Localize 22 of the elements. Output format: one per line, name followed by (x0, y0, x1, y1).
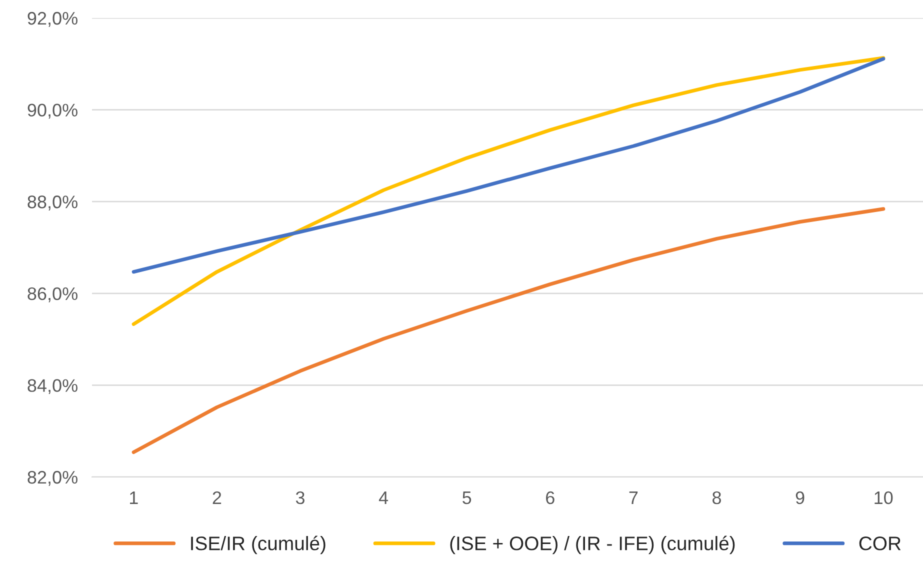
y-tick-label: 86,0% (28, 287, 78, 302)
y-tick-label: 92,0% (28, 12, 78, 27)
y-tick-label: 82,0% (28, 470, 78, 486)
x-tick-label: 8 (712, 491, 721, 504)
x-tick-label: 9 (796, 491, 804, 504)
x-tick-label: 1 (130, 492, 138, 504)
line-series (132, 56, 886, 326)
line-series (132, 207, 886, 454)
x-tick-label: 4 (378, 492, 388, 504)
y-tick-label: 88,0% (28, 196, 78, 210)
legend-label: COR (859, 536, 901, 550)
x-tick-label: 3 (296, 491, 304, 504)
x-tick-label: 10 (874, 491, 893, 504)
x-tick-label: 2 (212, 491, 222, 504)
legend-label: (ISE + OOE) / (IR - IFE) (cumulé) (450, 536, 735, 554)
legend-label: ISE/IR (cumulé) (191, 536, 326, 554)
line-series (132, 57, 886, 274)
x-tick-label: 5 (462, 492, 472, 504)
x-tick-label: 6 (546, 491, 554, 504)
x-tick-label: 7 (629, 492, 638, 504)
y-tick-label: 90,0% (28, 104, 78, 119)
y-tick-label: 84,0% (28, 379, 78, 394)
